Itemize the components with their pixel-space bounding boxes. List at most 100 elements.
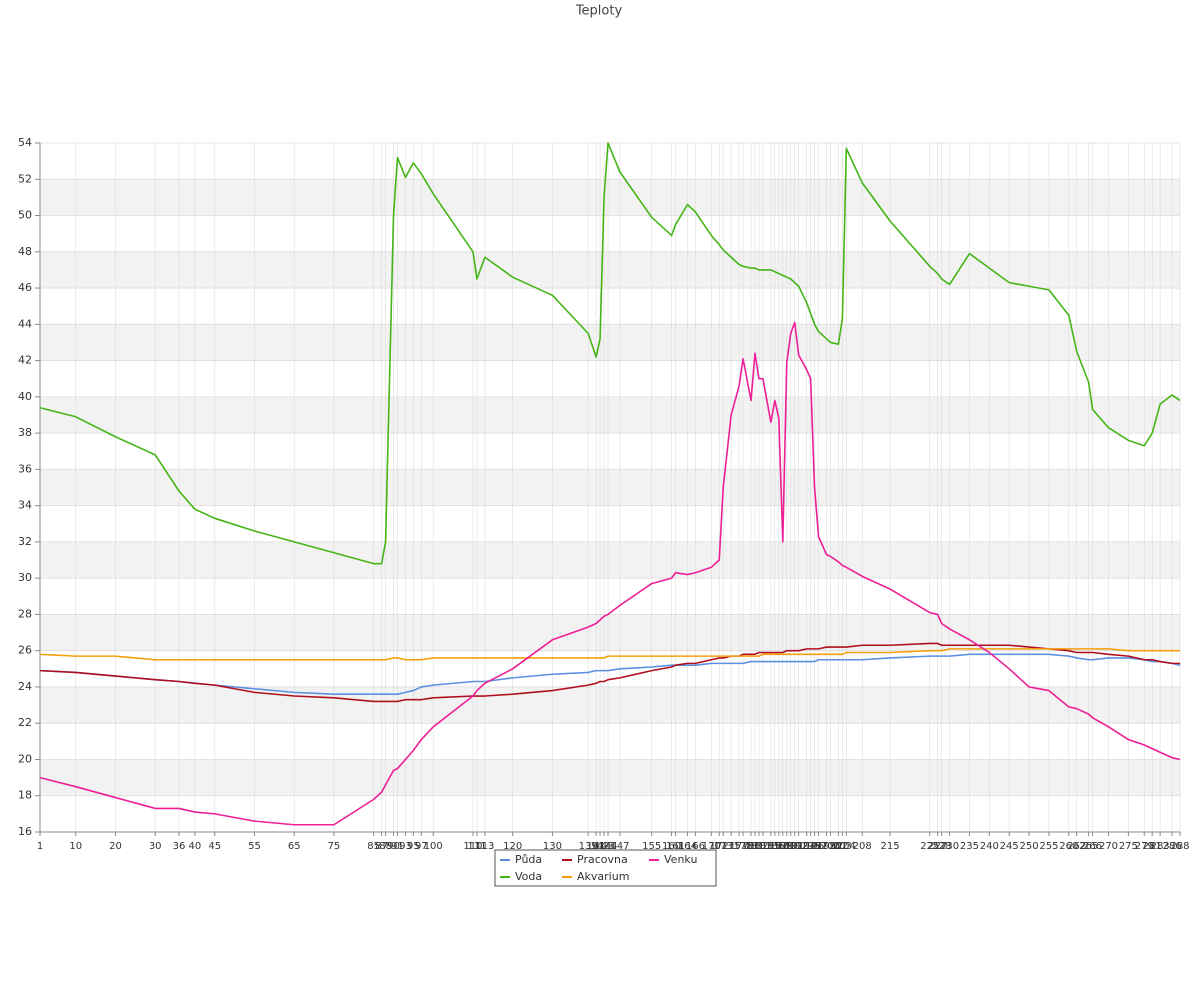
x-tick-label: 250 <box>1020 841 1039 852</box>
x-tick-label: 187 <box>769 841 788 852</box>
series-line <box>39 642 1180 703</box>
x-tick-label: 186 <box>765 841 784 852</box>
grid-band <box>40 541 1180 579</box>
x-tick-label: 270 <box>1099 841 1118 852</box>
x-tick-label: 203 <box>833 841 852 852</box>
x-tick-label: 10 <box>69 841 82 852</box>
legend-label: Akvarium <box>577 870 629 883</box>
x-tick-label: 197 <box>809 841 828 852</box>
y-tick-label: 54 <box>18 136 32 149</box>
x-tick-label: 215 <box>880 841 899 852</box>
x-tick-label: 130 <box>543 841 562 852</box>
x-tick-label: 173 <box>714 841 733 852</box>
x-tick-label: 196 <box>805 841 824 852</box>
y-tick-label: 22 <box>18 716 32 729</box>
y-tick-label: 52 <box>18 172 32 185</box>
x-tick-label: 185 <box>761 841 780 852</box>
x-tick-label: 166 <box>686 841 705 852</box>
x-tick-label: 111 <box>467 841 486 852</box>
x-tick-label: 45 <box>208 841 221 852</box>
x-tick-label: 36 <box>173 841 186 852</box>
y-tick-label: 40 <box>18 390 32 403</box>
y-tick-label: 32 <box>18 535 32 548</box>
x-tick-label: 88 <box>379 841 392 852</box>
x-tick-label: 200 <box>821 841 840 852</box>
y-tick-label: 50 <box>18 209 32 222</box>
x-tick-label: 110 <box>463 841 482 852</box>
legend-label: Voda <box>515 870 542 883</box>
x-tick-label: 85 <box>367 841 380 852</box>
x-tick-label: 202 <box>829 841 848 852</box>
x-tick-label: 161 <box>666 841 685 852</box>
x-tick-label: 199 <box>817 841 836 852</box>
x-tick-label: 204 <box>837 841 856 852</box>
x-tick-label: 281 <box>1143 841 1162 852</box>
series-line <box>39 321 1181 826</box>
series-line <box>39 142 1181 565</box>
x-tick-label: 191 <box>785 841 804 852</box>
y-tick-label: 28 <box>18 607 32 620</box>
x-tick-label: 75 <box>328 841 341 852</box>
x-tick-label: 266 <box>1083 841 1102 852</box>
x-tick-label: 189 <box>777 841 796 852</box>
x-tick-label: 208 <box>853 841 872 852</box>
x-tick-label: 235 <box>960 841 979 852</box>
x-tick-label: 93 <box>399 841 412 852</box>
y-tick-label: 46 <box>18 281 32 294</box>
x-tick-label: 262 <box>1067 841 1086 852</box>
grid-band <box>40 469 1180 506</box>
x-tick-label: 177 <box>730 841 749 852</box>
x-tick-label: 164 <box>678 841 697 852</box>
series-line <box>39 648 1180 661</box>
x-tick-label: 172 <box>710 841 729 852</box>
x-tick-label: 141 <box>587 841 606 852</box>
x-tick-label: 195 <box>801 841 820 852</box>
y-tick-label: 26 <box>18 644 32 657</box>
y-tick-label: 18 <box>18 789 32 802</box>
grid-band <box>40 686 1180 724</box>
x-tick-label: 87 <box>375 841 388 852</box>
x-tick-label: 113 <box>475 841 494 852</box>
legend-box <box>494 849 717 887</box>
y-tick-label: 42 <box>18 354 32 367</box>
legend-label: Půda <box>515 853 542 866</box>
x-tick-label: 265 <box>1079 841 1098 852</box>
y-tick-label: 24 <box>18 680 32 693</box>
x-tick-label: 155 <box>642 841 661 852</box>
x-tick-label: 260 <box>1059 841 1078 852</box>
x-tick-label: 1 <box>37 841 43 852</box>
y-tick-label: 38 <box>18 426 32 439</box>
x-tick-label: 170 <box>702 841 721 852</box>
x-tick-label: 183 <box>753 841 772 852</box>
grid-band <box>40 396 1180 434</box>
y-tick-label: 44 <box>18 317 32 330</box>
x-tick-label: 144 <box>598 841 617 852</box>
x-tick-label: 288 <box>1170 841 1189 852</box>
x-tick-label: 245 <box>1000 841 1019 852</box>
grid-band <box>40 324 1180 361</box>
x-tick-label: 286 <box>1163 841 1182 852</box>
x-tick-label: 20 <box>109 841 122 852</box>
y-tick-label: 36 <box>18 462 32 475</box>
y-tick-label: 34 <box>18 499 32 512</box>
grid-band <box>40 251 1180 289</box>
x-tick-label: 97 <box>415 841 428 852</box>
x-tick-label: 194 <box>797 841 816 852</box>
x-tick-label: 30 <box>149 841 162 852</box>
y-tick-label: 48 <box>18 245 32 258</box>
x-tick-label: 279 <box>1135 841 1154 852</box>
x-tick-label: 192 <box>789 841 808 852</box>
x-tick-label: 100 <box>424 841 443 852</box>
x-tick-label: 225 <box>920 841 939 852</box>
x-tick-label: 188 <box>773 841 792 852</box>
chart-title: Teploty <box>575 4 623 19</box>
x-tick-label: 65 <box>288 841 301 852</box>
x-tick-label: 55 <box>248 841 261 852</box>
legend-label: Pracovna <box>577 853 628 866</box>
x-tick-label: 275 <box>1119 841 1138 852</box>
x-tick-label: 182 <box>749 841 768 852</box>
y-tick-label: 30 <box>18 571 32 584</box>
x-tick-label: 160 <box>662 841 681 852</box>
legend-label: Venku <box>664 853 697 866</box>
